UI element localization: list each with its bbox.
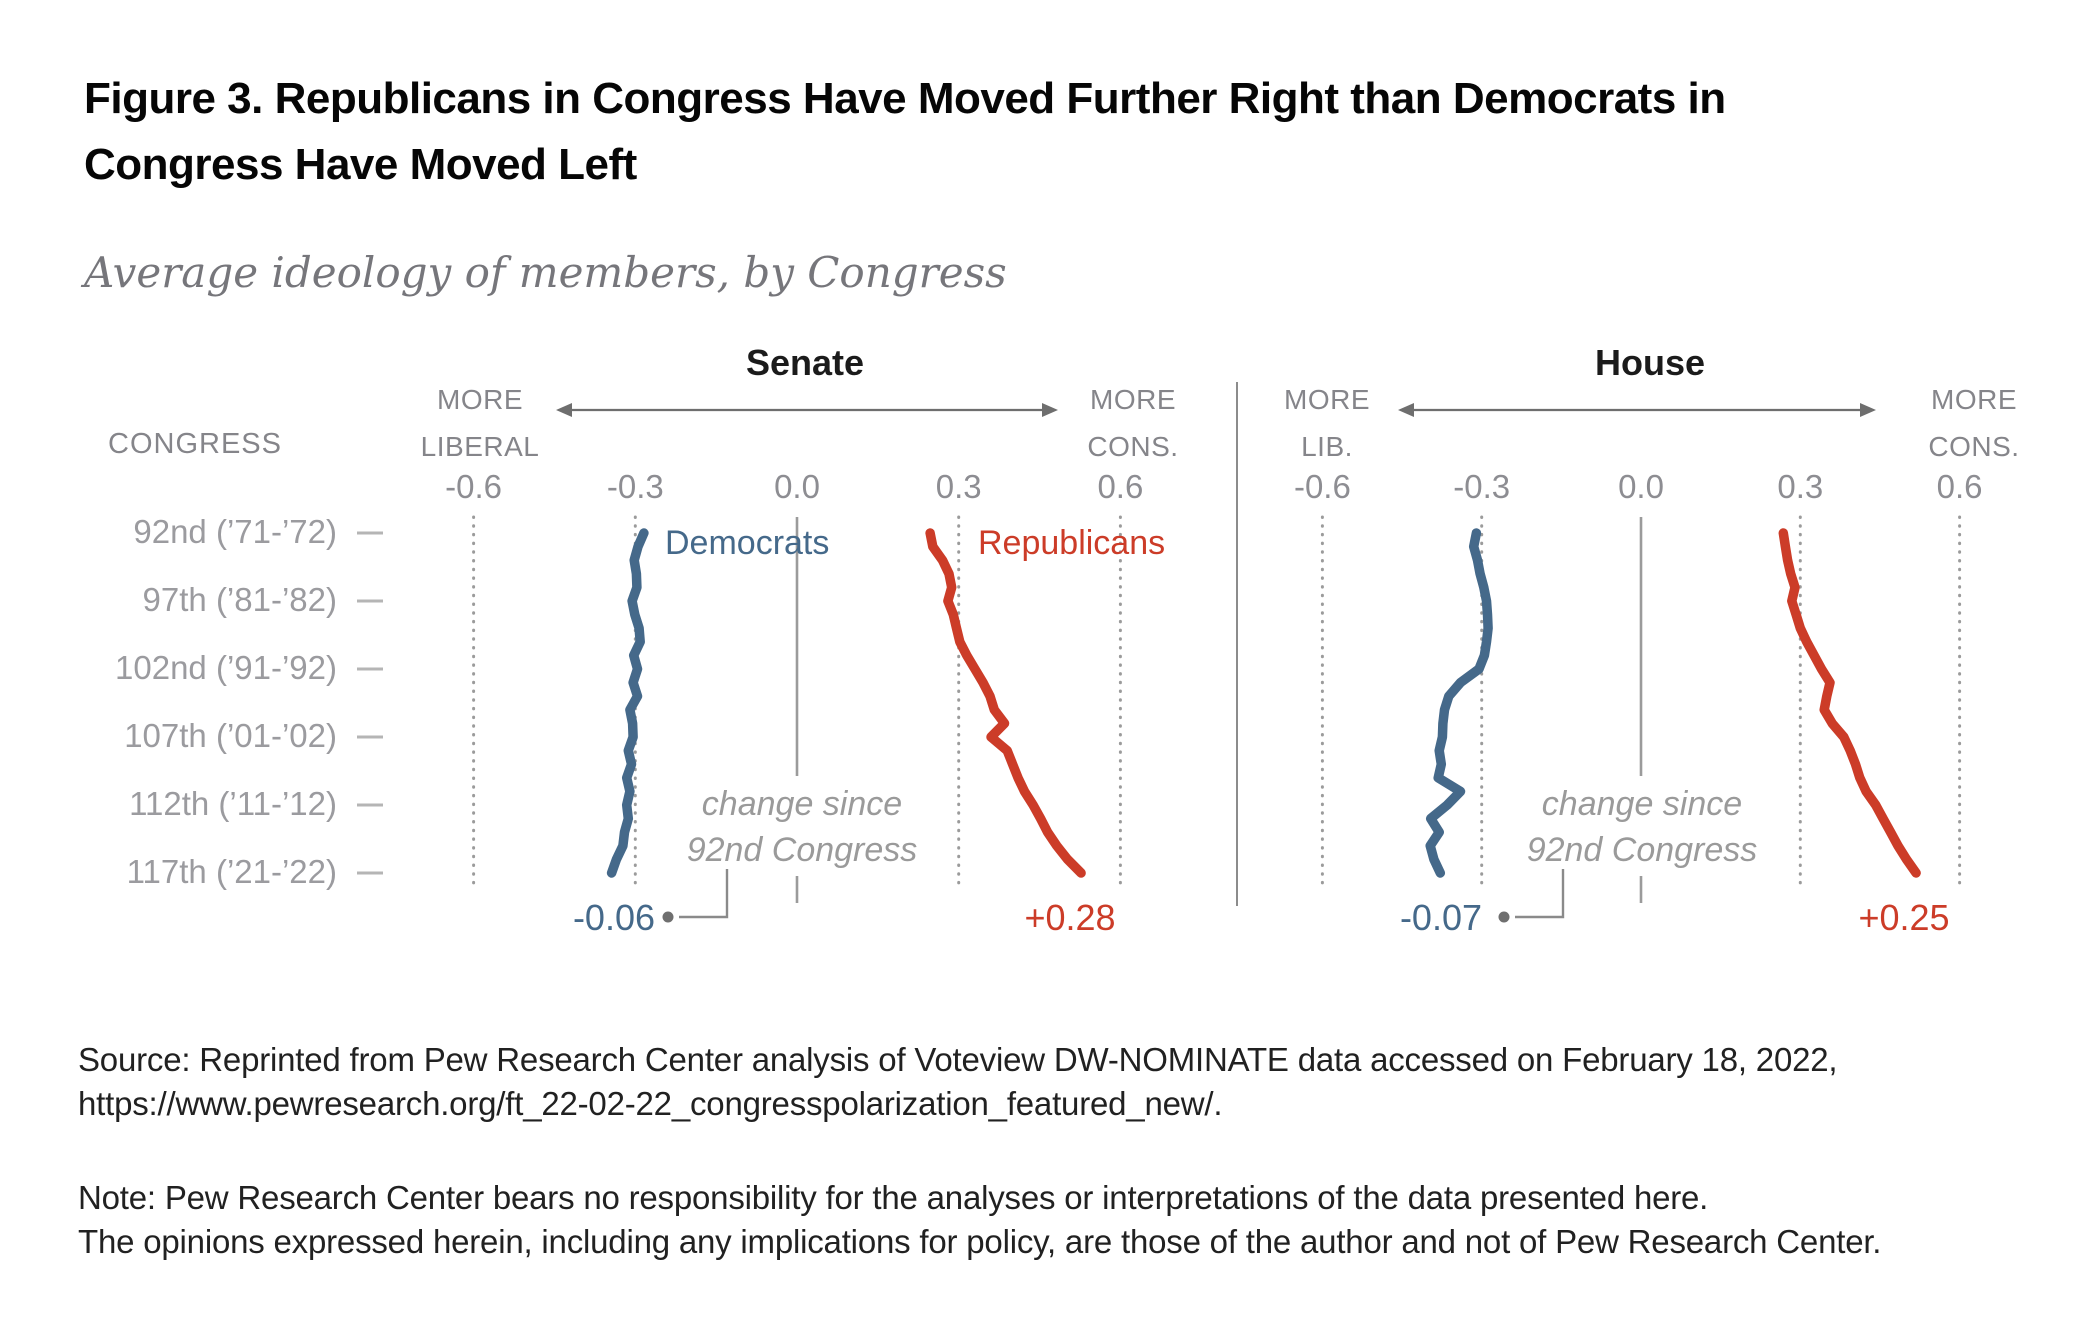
panel-header-senate: Senate	[745, 342, 865, 383]
axis-tick-label: 0.0	[1618, 468, 1664, 505]
axis-tick-label: 0.3	[1777, 468, 1824, 505]
axis-tick-label: -0.6	[445, 468, 503, 505]
senate-democrats-change-value: -0.06	[572, 897, 655, 938]
change-annotation-senate: change since 92nd Congress	[686, 785, 918, 869]
arrow-head-right-icon	[1860, 403, 1876, 417]
panel-header-house: House	[1594, 342, 1706, 383]
axis-tick-label: 0.6	[1097, 468, 1144, 505]
senate-republicans-change-value: +0.28	[1024, 897, 1116, 938]
figure-subtitle: Average ideology of members, by Congress	[84, 248, 1007, 297]
house-democrats-change-value: -0.07	[1399, 897, 1482, 938]
axis-left-label-house: MORE LIB.	[1284, 384, 1370, 462]
source-text: Source: Reprinted from Pew Research Cent…	[78, 1041, 1838, 1122]
congress-row-label: 97th (’81-’82)	[142, 581, 337, 618]
congress-axis-header: CONGRESS	[108, 428, 282, 460]
house-republicans-change-value: +0.25	[1858, 897, 1950, 938]
note-text: Note: Pew Research Center bears no respo…	[78, 1179, 1882, 1260]
axis-left-label-senate: MORE LIBERAL	[420, 384, 540, 462]
change-connector	[679, 869, 729, 919]
congress-row-label: 92nd (’71-’72)	[133, 513, 337, 550]
axis-tick-label: -0.6	[1293, 468, 1351, 505]
arrow-head-left-icon	[1398, 403, 1414, 417]
axis-right-label-house: MORE CONS.	[1928, 384, 2020, 462]
axis-tick-label: -0.3	[606, 468, 664, 505]
change-annotation-house: change since 92nd Congress	[1526, 785, 1758, 869]
congress-row-label: 107th (’01-’02)	[124, 717, 337, 754]
axis-tick-label: 0.6	[1936, 468, 1983, 505]
house-republicans-line	[1778, 528, 1921, 878]
senate-democrats-line	[606, 528, 649, 878]
axis-right-label-senate: MORE CONS.	[1087, 384, 1179, 462]
axis-tick-label: 0.0	[774, 468, 820, 505]
figure-title: Figure 3. Republicans in Congress Have M…	[84, 74, 1726, 189]
house-democrats-line	[1425, 528, 1493, 878]
axis-tick-label: 0.3	[935, 468, 982, 505]
arrow-head-right-icon	[1042, 403, 1058, 417]
democrats-series-label: Democrats	[665, 524, 830, 562]
republicans-series-label: Republicans	[978, 524, 1166, 562]
senate-republicans-line	[925, 528, 1086, 878]
change-connector	[1515, 869, 1565, 919]
axis-tick-label: -0.3	[1453, 468, 1511, 505]
congress-row-label: 117th (’21-’22)	[126, 853, 337, 890]
change-connector-dot	[1498, 911, 1510, 923]
congress-row-label: 102nd (’91-’92)	[115, 649, 337, 686]
arrow-head-left-icon	[556, 403, 572, 417]
congress-row-label: 112th (’11-’12)	[129, 785, 337, 822]
change-connector-dot	[662, 911, 674, 923]
